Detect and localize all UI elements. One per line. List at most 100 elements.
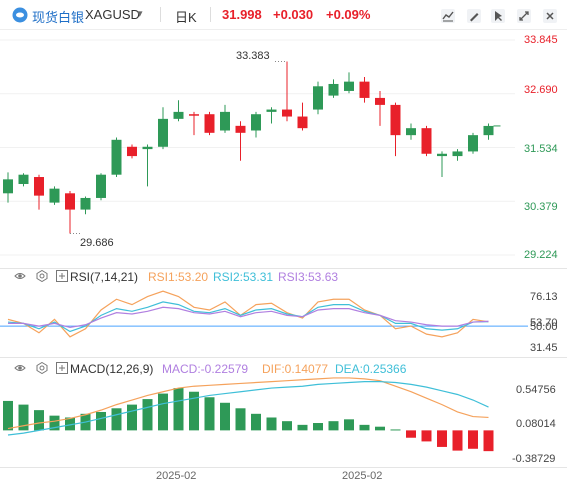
divider bbox=[160, 7, 161, 22]
candlestick-chart-icon bbox=[441, 9, 455, 23]
candle-body bbox=[65, 193, 75, 210]
macd-histogram-bar bbox=[235, 408, 246, 431]
candle-body bbox=[452, 151, 463, 157]
candle-body bbox=[18, 174, 29, 185]
candle-body bbox=[158, 118, 168, 147]
dea-line bbox=[7, 381, 489, 436]
macd-histogram-bar bbox=[96, 411, 106, 431]
price-change-pct: +0.09% bbox=[326, 7, 371, 22]
current-price: 31.998 bbox=[222, 7, 262, 22]
panel-divider bbox=[0, 268, 567, 269]
macd-histogram-bar bbox=[437, 430, 447, 447]
macd-histogram-bar bbox=[406, 430, 416, 438]
divider bbox=[210, 7, 211, 22]
candle-body bbox=[375, 97, 385, 105]
candle-body bbox=[437, 153, 447, 157]
candle-body bbox=[127, 146, 137, 157]
macd-histogram-bar bbox=[359, 424, 370, 431]
macd-title: MACD(12,26,9) bbox=[70, 362, 154, 376]
fullscreen-button[interactable] bbox=[514, 6, 534, 26]
high-annotation: 33.383 bbox=[236, 50, 270, 62]
candle-body bbox=[266, 109, 277, 112]
dif-value: DIF:0.14077 bbox=[262, 362, 329, 376]
candle-body bbox=[96, 174, 106, 198]
y-tick-label: 32.690 bbox=[524, 84, 558, 96]
eye-icon[interactable] bbox=[14, 362, 26, 374]
dif-line bbox=[7, 377, 489, 430]
macd-value: MACD:-0.22579 bbox=[162, 362, 249, 376]
cursor-button[interactable] bbox=[488, 6, 508, 26]
macd-histogram-bar bbox=[375, 426, 385, 431]
macd-histogram-bar bbox=[421, 430, 432, 442]
settings-icon[interactable] bbox=[36, 362, 48, 374]
candle-body bbox=[111, 139, 122, 175]
rsi-y-tick: 50.00 bbox=[530, 321, 558, 333]
top-toolbar: 现货白银 XAGUSD ▾ 日K 31.998 +0.030 +0.09% bbox=[0, 0, 567, 30]
macd-histogram-bar bbox=[142, 399, 153, 431]
cursor-icon bbox=[491, 9, 505, 23]
candle-body bbox=[142, 146, 153, 150]
candle-body bbox=[468, 135, 478, 152]
candle-body bbox=[483, 125, 494, 136]
close-button[interactable] bbox=[540, 6, 560, 26]
low-annotation: 29.686 bbox=[80, 237, 114, 249]
drawing-tool-button[interactable] bbox=[464, 6, 484, 26]
macd-chart[interactable] bbox=[0, 376, 567, 470]
rsi-line-rsi3 bbox=[8, 306, 489, 329]
macd-histogram-bar bbox=[158, 393, 168, 431]
macd-histogram-bar bbox=[282, 421, 292, 431]
candlestick-chart-button[interactable] bbox=[438, 6, 458, 26]
macd-y-tick: 0.54756 bbox=[516, 384, 556, 396]
candle-body bbox=[49, 188, 60, 203]
period-select[interactable]: 日K bbox=[175, 10, 197, 25]
x-axis-line bbox=[0, 467, 567, 468]
rsi-y-tick: 76.13 bbox=[530, 291, 558, 303]
macd-histogram-bar bbox=[483, 430, 494, 452]
eye-icon[interactable] bbox=[14, 270, 26, 282]
rsi-line-rsi1 bbox=[7, 290, 489, 338]
settings-icon[interactable] bbox=[36, 270, 48, 282]
rsi-y-tick: 31.45 bbox=[530, 342, 558, 354]
candle-body bbox=[359, 81, 370, 98]
symbol-select[interactable]: XAGUSD bbox=[85, 7, 140, 22]
rsi-chart[interactable] bbox=[0, 286, 567, 356]
macd-histogram-bar bbox=[49, 415, 60, 431]
panel-divider bbox=[0, 357, 567, 358]
candle-body bbox=[421, 128, 432, 154]
x-axis-date-label: 2025-02 bbox=[342, 470, 383, 482]
add-indicator-icon[interactable] bbox=[56, 270, 68, 282]
candle-body bbox=[220, 111, 230, 131]
macd-histogram-bar bbox=[468, 430, 478, 449]
macd-histogram-bar bbox=[452, 430, 463, 451]
macd-histogram-bar bbox=[111, 408, 122, 431]
candle-body bbox=[80, 197, 91, 210]
brand-name[interactable]: 现货白银 bbox=[32, 10, 85, 25]
y-tick-label: 30.379 bbox=[524, 201, 558, 213]
candle-body bbox=[189, 114, 199, 116]
candle-body bbox=[328, 83, 339, 96]
macd-histogram-bar bbox=[297, 424, 308, 431]
rsi-line-rsi2 bbox=[7, 301, 489, 333]
candle-body bbox=[344, 81, 354, 91]
add-indicator-icon[interactable] bbox=[56, 362, 68, 374]
macd-y-tick: 0.08014 bbox=[516, 418, 556, 430]
chevron-down-icon[interactable]: ▾ bbox=[137, 8, 143, 20]
close-icon bbox=[543, 9, 557, 23]
rsi1-value: RSI1:53.20 bbox=[148, 270, 209, 284]
macd-histogram-bar bbox=[65, 417, 75, 431]
rsi2-value: RSI2:53.31 bbox=[213, 270, 274, 284]
y-tick-label: 31.534 bbox=[524, 143, 558, 155]
macd-histogram-bar bbox=[390, 429, 401, 431]
candle-body bbox=[406, 128, 416, 136]
x-axis-date-label: 2025-02 bbox=[156, 470, 197, 482]
candle-body bbox=[313, 86, 323, 110]
macd-histogram-bar bbox=[3, 400, 13, 431]
candlestick-chart[interactable] bbox=[0, 30, 567, 268]
macd-histogram-bar bbox=[127, 404, 137, 431]
macd-histogram-bar bbox=[251, 413, 261, 431]
rsi-y-tick: 53.70 bbox=[530, 317, 558, 329]
macd-histogram-bar bbox=[34, 410, 44, 431]
macd-histogram-bar bbox=[173, 388, 184, 431]
candle-body bbox=[297, 116, 308, 129]
macd-histogram-bar bbox=[189, 391, 199, 431]
